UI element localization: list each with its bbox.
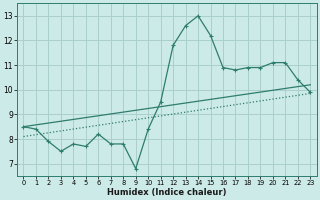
X-axis label: Humidex (Indice chaleur): Humidex (Indice chaleur) (107, 188, 227, 197)
